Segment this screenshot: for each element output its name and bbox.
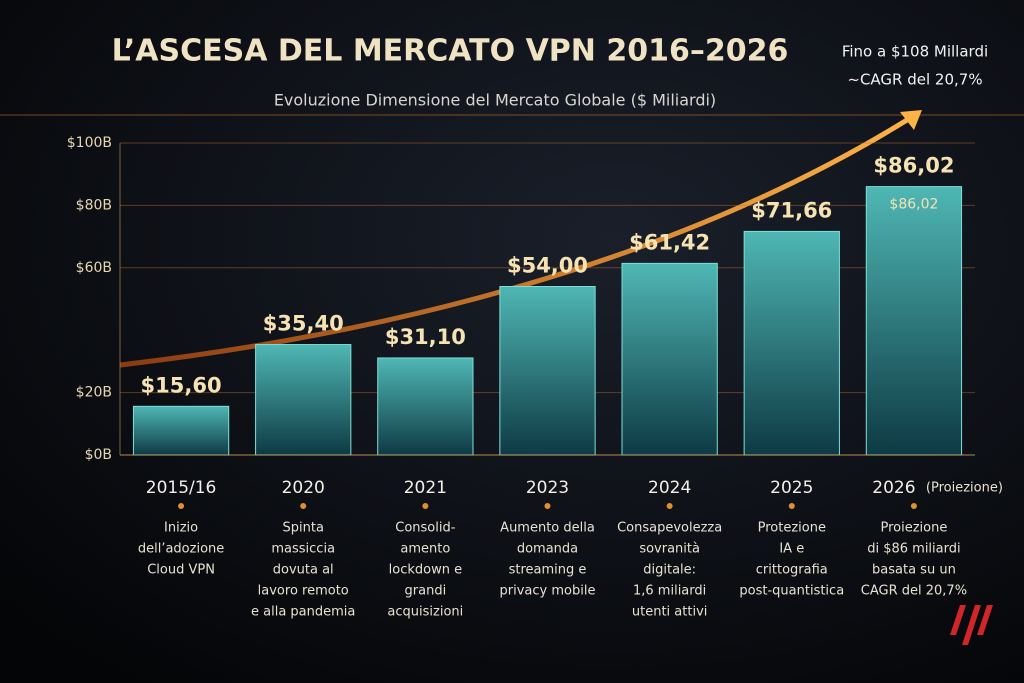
inner-label: $86,02 bbox=[889, 197, 938, 213]
x-tick-label: 2015/16 bbox=[146, 478, 217, 498]
bar bbox=[621, 262, 718, 456]
marker-dot bbox=[910, 503, 917, 509]
description: streaming e bbox=[509, 563, 587, 578]
description: post-quantistica bbox=[739, 584, 844, 599]
trend-arrow bbox=[119, 112, 917, 368]
x-tick-label: 2020 bbox=[282, 478, 325, 498]
y-tick-label: $80B bbox=[76, 197, 112, 213]
bar bbox=[132, 405, 230, 456]
value-label: $71,66 bbox=[751, 198, 832, 222]
marker-dot bbox=[666, 503, 673, 509]
description: IA e bbox=[779, 542, 804, 557]
description: domanda bbox=[517, 542, 578, 557]
x-tick-label: 2023 bbox=[526, 478, 569, 498]
description: Spinta bbox=[283, 521, 324, 536]
chart-subtitle: Evoluzione Dimensione del Mercato Global… bbox=[274, 91, 716, 110]
description: privacy mobile bbox=[500, 584, 596, 599]
value-label: $86,02 bbox=[873, 154, 954, 178]
description: Protezione bbox=[758, 521, 826, 536]
description: digitale: bbox=[643, 563, 696, 578]
description: Proiezione bbox=[880, 521, 947, 536]
y-tick-label: $60B bbox=[76, 260, 112, 276]
description: di $86 miliardi bbox=[867, 542, 960, 557]
x-tick-label: 2021 bbox=[404, 478, 447, 498]
description: CAGR del 20,7% bbox=[861, 584, 967, 599]
y-tick-label: $0B bbox=[85, 447, 112, 463]
description: acquisizioni bbox=[387, 605, 463, 620]
description: amento bbox=[400, 542, 450, 557]
marker-dot bbox=[178, 503, 185, 509]
annotation: ~CAGR del 20,7% bbox=[847, 71, 982, 89]
bar bbox=[377, 357, 474, 456]
bar bbox=[865, 186, 963, 456]
description: crittografia bbox=[756, 563, 828, 578]
description: lockdown e bbox=[389, 563, 462, 578]
description: Consolid- bbox=[395, 521, 455, 536]
description: utenti attivi bbox=[632, 605, 708, 620]
value-label: $35,40 bbox=[263, 312, 344, 336]
marker-dot bbox=[788, 503, 795, 509]
description: lavoro remoto bbox=[258, 584, 349, 599]
value-label: $54,00 bbox=[507, 254, 588, 278]
annotation: Fino a $108 Millardi bbox=[842, 43, 988, 61]
value-label: $15,60 bbox=[141, 373, 222, 397]
y-tick-label: $100B bbox=[67, 135, 112, 151]
description: massiccia bbox=[271, 542, 335, 557]
description: Aumento della bbox=[500, 521, 595, 536]
logo bbox=[950, 605, 993, 645]
arrow-head bbox=[900, 110, 922, 130]
marker-dot bbox=[422, 503, 429, 509]
marker-dot bbox=[544, 503, 551, 509]
x-tick-label: 2024 bbox=[648, 478, 691, 498]
description: Consapevolezza bbox=[617, 521, 722, 536]
x-tick-label: 2025 bbox=[770, 478, 813, 498]
description: sovranità bbox=[639, 542, 700, 557]
bar bbox=[255, 344, 352, 456]
description: basata su un bbox=[872, 563, 956, 578]
chart-title: L’ASCESA DEL MERCATO VPN 2016–2026 bbox=[112, 34, 789, 69]
projection-note: (Proiezione) bbox=[926, 481, 1003, 496]
value-label: $61,42 bbox=[629, 230, 710, 254]
description: Inizio bbox=[164, 521, 198, 536]
description: Cloud VPN bbox=[147, 563, 215, 578]
description: grandi bbox=[405, 584, 447, 599]
description: dovuta al bbox=[273, 563, 334, 578]
description: dell’adozione bbox=[138, 542, 224, 557]
bar bbox=[499, 286, 596, 456]
description: e alla pandemia bbox=[251, 605, 355, 620]
value-label: $31,10 bbox=[385, 325, 466, 349]
description: 1,6 miliardi bbox=[633, 584, 706, 599]
bar bbox=[743, 230, 840, 456]
marker-dot bbox=[300, 503, 307, 509]
y-tick-label: $20B bbox=[76, 385, 112, 401]
x-tick-label: 2026 bbox=[872, 478, 915, 498]
